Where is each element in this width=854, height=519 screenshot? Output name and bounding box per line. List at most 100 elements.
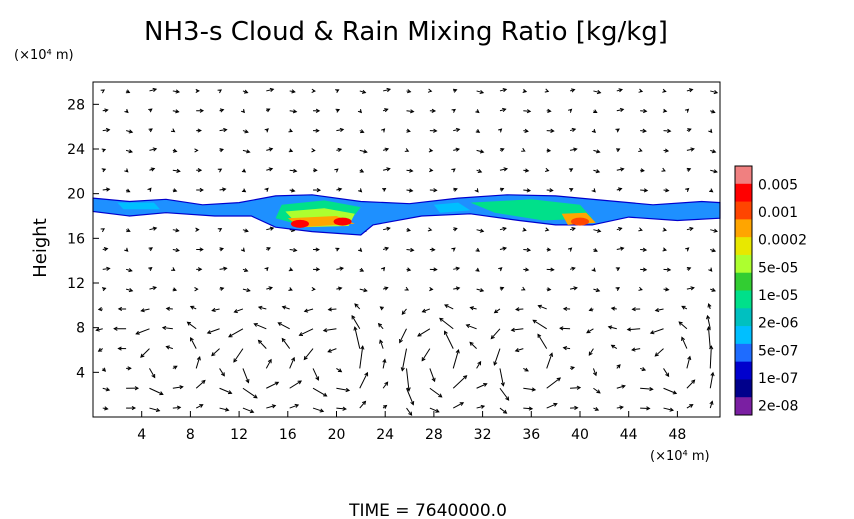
colorbar-segment: [735, 272, 752, 291]
wind-arrowhead: [610, 306, 616, 311]
wind-arrow: [328, 308, 337, 311]
wind-arrowhead: [384, 381, 389, 386]
wind-arrowhead: [359, 168, 365, 173]
wind-arrowhead: [179, 385, 184, 390]
wind-arrow: [422, 308, 431, 313]
wind-arrowhead: [591, 188, 596, 193]
wind-arrowhead: [596, 228, 602, 233]
wind-arrowhead: [474, 188, 479, 193]
wind-arrowhead: [593, 248, 598, 252]
wind-arrow: [382, 381, 389, 389]
wind-arrowhead: [427, 88, 433, 93]
wind-arrowhead: [649, 330, 655, 335]
wind-arrow: [172, 406, 181, 409]
wind-arrowhead: [134, 386, 140, 391]
wind-arrowhead: [493, 309, 499, 314]
wind-arrow: [537, 334, 548, 349]
wind-arrow: [336, 387, 350, 391]
wind-arrowhead: [429, 286, 434, 292]
wind-arrowhead: [686, 267, 692, 271]
wind-arrowhead: [711, 248, 717, 253]
wind-arrow: [515, 348, 524, 352]
wind-arrow: [242, 149, 250, 153]
colorbar-segment: [735, 308, 752, 327]
wind-arrow: [312, 407, 324, 412]
wind-arrowhead: [662, 247, 668, 252]
wind-arrowhead: [521, 286, 526, 291]
wind-arrowhead: [593, 109, 598, 113]
wind-arrowhead: [553, 402, 558, 407]
wind-arrowhead: [176, 405, 182, 410]
wind-arrow: [289, 110, 297, 113]
wind-arrowhead: [357, 188, 363, 193]
wind-arrowhead: [475, 109, 480, 114]
wind-arrowhead: [475, 247, 480, 252]
wind-arrowhead: [269, 87, 275, 92]
wind-arrow: [709, 346, 712, 369]
wind-arrowhead: [266, 108, 271, 113]
wind-arrowhead: [241, 188, 247, 193]
wind-arrowhead: [322, 328, 328, 333]
wind-arrow: [452, 375, 467, 389]
wind-arrow: [421, 348, 431, 361]
wind-arrowhead: [463, 375, 468, 380]
wind-arrowhead: [711, 287, 716, 292]
wind-arrow: [166, 346, 173, 350]
wind-arrowhead: [201, 379, 206, 384]
wind-arrowhead: [128, 288, 134, 293]
wind-arrowhead: [315, 376, 320, 381]
wind-arrow: [149, 407, 160, 412]
wind-arrowhead: [165, 345, 170, 350]
wind-arrow: [149, 148, 157, 151]
wind-arrowhead: [662, 227, 668, 232]
wind-arrowhead: [105, 387, 111, 392]
wind-arrowhead: [469, 306, 474, 311]
wind-arrow: [242, 407, 254, 413]
wind-arrowhead: [105, 127, 111, 133]
wind-arrow: [406, 388, 414, 405]
wind-arrowhead: [406, 267, 412, 272]
wind-arrow: [383, 168, 390, 171]
wind-arrowhead: [176, 168, 181, 173]
wind-arrowhead: [217, 168, 223, 173]
wind-arrow: [444, 304, 454, 310]
wind-arrowhead: [562, 306, 568, 311]
wind-arrowhead: [498, 128, 503, 133]
wind-arrowhead: [690, 147, 695, 152]
wind-arrowhead: [510, 327, 515, 332]
wind-arrowhead: [211, 352, 216, 357]
wind-arrowhead: [323, 392, 328, 397]
wind-arrowhead: [327, 348, 332, 353]
y-unit-label: (×10⁴ m): [14, 48, 74, 63]
wind-arrowhead: [571, 227, 576, 232]
colorbar-label: 0.001: [758, 205, 798, 221]
wind-arrowhead: [479, 149, 485, 154]
wind-arrowhead: [626, 327, 632, 332]
wind-arrowhead: [339, 127, 345, 132]
wind-arrowhead: [337, 147, 343, 152]
wind-arrowhead: [101, 168, 107, 173]
wind-arrow: [523, 189, 531, 192]
wind-arrow: [136, 328, 150, 335]
wind-arrowhead: [268, 286, 273, 291]
wind-arrowhead: [172, 188, 178, 193]
wind-arrowhead: [433, 188, 438, 193]
wind-arrowhead: [190, 336, 194, 342]
wind-arrowhead: [433, 128, 438, 133]
wind-arrow: [382, 359, 386, 369]
wind-arrowhead: [642, 267, 648, 272]
wind-arrowhead: [175, 89, 181, 94]
wind-arrowhead: [444, 330, 448, 335]
colorbar-segment: [735, 237, 752, 256]
wind-arrow: [102, 387, 110, 391]
wind-arrowhead: [101, 287, 107, 292]
wind-arrowhead: [294, 403, 300, 408]
wind-arrowhead: [335, 108, 341, 113]
wind-arrow: [254, 323, 267, 330]
wind-arrowhead: [222, 187, 227, 192]
wind-arrowhead: [672, 390, 678, 395]
wind-arrow: [406, 249, 414, 251]
wind-arrow: [242, 387, 258, 399]
wind-arrowhead: [666, 267, 672, 272]
